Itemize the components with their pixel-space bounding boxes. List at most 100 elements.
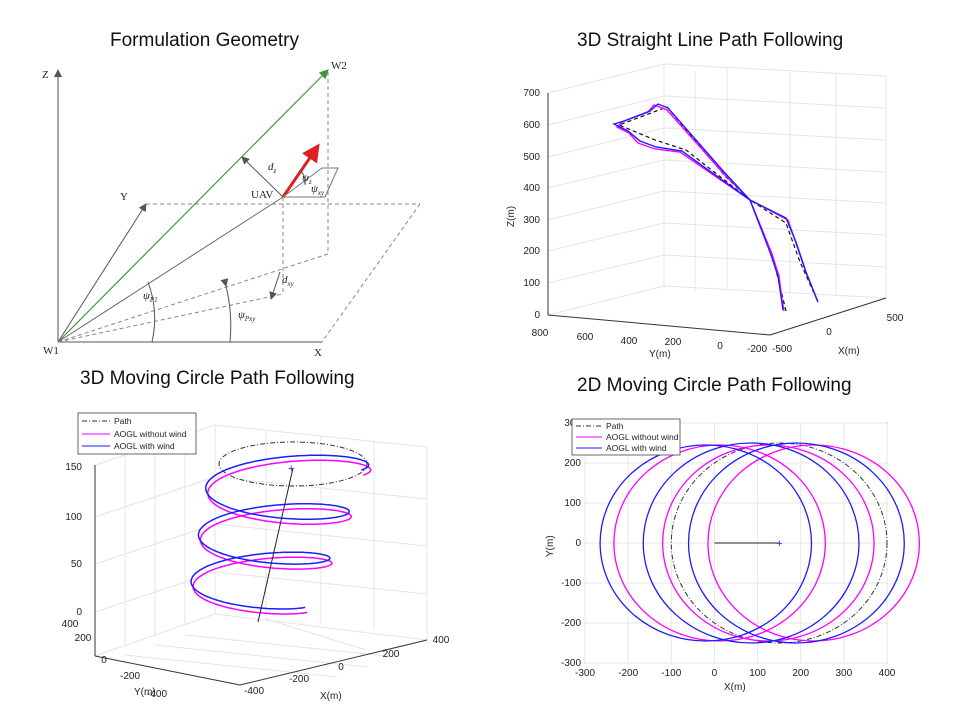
- straight-ytick: 800: [532, 328, 549, 339]
- straight-ytick: 200: [665, 337, 682, 348]
- circle2d-ytick: 200: [564, 458, 581, 469]
- uav-velocity-arrow: [281, 143, 320, 198]
- circle3d-legend: Path AOGL without wind AOGL with wind: [77, 412, 197, 455]
- circle2d-xtick: -100: [661, 668, 681, 679]
- circle2d-ylabel: Y(m): [545, 535, 556, 557]
- straight-xlabel: X(m): [838, 346, 860, 357]
- circle2d-wind-loop: [642, 442, 860, 644]
- circle2d-xtick: 400: [879, 668, 896, 679]
- straight-ztick: 200: [523, 246, 540, 257]
- circle2d-xtick: 100: [749, 668, 766, 679]
- vxy-label: ψxy: [311, 183, 325, 197]
- dxy-arrow: [269, 271, 281, 300]
- path-vector: [57, 69, 329, 343]
- legend-no-wind: AOGL without wind: [114, 429, 187, 439]
- circle3d-xtick: 400: [433, 635, 450, 646]
- uav-line: [57, 196, 284, 343]
- straight-wind-line: [612, 103, 819, 311]
- legend2-wind: AOGL with wind: [606, 443, 667, 453]
- circle3d-xtick: 0: [338, 662, 344, 673]
- dz-label: dz: [268, 161, 277, 175]
- circle2d-xtick: -200: [618, 668, 638, 679]
- circle3d-title: 3D Moving Circle Path Following: [80, 368, 355, 389]
- straight-ztick: 500: [523, 152, 540, 163]
- y-label: Y: [120, 191, 128, 203]
- circle2d-ytick: -300: [561, 658, 581, 669]
- circle2d-ytick: 0: [575, 538, 581, 549]
- vz-label: ψz: [302, 172, 312, 186]
- straight-ztick: 0: [534, 310, 540, 321]
- uav-label: UAV: [251, 189, 273, 201]
- circle2d-xlabel: X(m): [724, 682, 746, 693]
- straight-ztick: 300: [523, 215, 540, 226]
- geometry-diagram: Z W2 Y UAV dz ψz ψxy dxy ψP1 ψPxy W1 X: [42, 60, 421, 359]
- w2-label: W2: [331, 60, 347, 72]
- circle2d-no-wind-loop: [613, 444, 826, 642]
- straight-ytick: 600: [577, 332, 594, 343]
- straight-line-chart: 0 100 200 300 400 500 600 700 800 600 400 200 0 -200-…: [506, 63, 904, 360]
- circle2d-xtick: 300: [836, 668, 853, 679]
- path-projection: [57, 253, 329, 343]
- circle3d-grid: [94, 424, 428, 678]
- straight-ytick: -200: [747, 344, 767, 355]
- circle3d-center-line: [257, 467, 294, 623]
- straight-ztick: 100: [523, 278, 540, 289]
- circle2d-no-wind-loop: [662, 444, 875, 642]
- circle3d-no-wind-line: [192, 459, 372, 615]
- circle3d-ylabel: Y(m): [134, 687, 156, 698]
- circle3d-ztick: 50: [71, 559, 83, 570]
- psi-p1-arc: [147, 281, 156, 343]
- circle3d-ztick: 0: [76, 607, 82, 618]
- circle3d-xtick: -200: [289, 674, 309, 685]
- circle2d-ytick: -200: [561, 618, 581, 629]
- circle3d-ztick: 100: [65, 512, 82, 523]
- straight-path-line: [617, 106, 819, 312]
- dxy-label: dxy: [282, 274, 295, 288]
- circle2d-xtick: 200: [792, 668, 809, 679]
- straight-ztick: 600: [523, 120, 540, 131]
- circle3d-wind-line: [190, 454, 370, 610]
- circle2d-xtick: 0: [712, 668, 718, 679]
- straight-line-title: 3D Straight Line Path Following: [577, 30, 844, 51]
- psi-pxy-arc: [220, 278, 232, 343]
- circle2d-ytick: 100: [564, 498, 581, 509]
- circle3d-xtick: 200: [383, 649, 400, 660]
- circle3d-path-line: [218, 441, 368, 487]
- straight-zlabel: Z(m): [506, 206, 517, 227]
- z-label: Z: [42, 69, 49, 81]
- straight-xtick: 0: [826, 327, 832, 338]
- psi-p1-label: ψP1: [143, 290, 158, 304]
- uav-projection: [57, 293, 284, 343]
- circle2d-wind-loop: [599, 444, 813, 642]
- straight-ytick: 400: [621, 336, 638, 347]
- psi-pxy-label: ψPxy: [238, 309, 256, 323]
- straight-xtick: -500: [772, 344, 792, 355]
- circle3d-ytick: 200: [75, 633, 92, 644]
- straight-axes: [547, 93, 887, 336]
- circle3d-xtick: -400: [244, 686, 264, 697]
- w1-label: W1: [43, 345, 59, 357]
- circle2d-xtick: -300: [575, 668, 595, 679]
- circle3d-ytick: 0: [101, 655, 107, 666]
- straight-ytick: 0: [717, 341, 723, 352]
- geometry-title: Formulation Geometry: [110, 30, 300, 51]
- circle2d-path-line: [670, 442, 888, 644]
- circle3d-center-marker: +: [288, 463, 294, 475]
- legend-path: Path: [114, 416, 132, 426]
- legend-wind: AOGL with wind: [114, 441, 175, 451]
- legend2-no-wind: AOGL without wind: [606, 432, 679, 442]
- vz-arc: [299, 169, 306, 186]
- y-axis: [57, 203, 147, 343]
- circle3d-ytick: -400: [147, 689, 167, 700]
- circle3d-ytick: 400: [62, 619, 79, 630]
- circle3d-axes: [94, 465, 428, 686]
- straight-no-wind-line: [615, 104, 819, 312]
- circle2d-chart: -300 -200 -100 0 100 200 300 400 -300 -200 -100 0 10…: [545, 418, 921, 693]
- circle3d-xlabel: X(m): [320, 691, 342, 702]
- circle2d-legend: Path AOGL without wind AOGL with wind: [571, 418, 681, 456]
- circle2d-title: 2D Moving Circle Path Following: [577, 375, 852, 396]
- legend2-path: Path: [606, 421, 624, 431]
- circle2d-center-marker: +: [776, 538, 782, 550]
